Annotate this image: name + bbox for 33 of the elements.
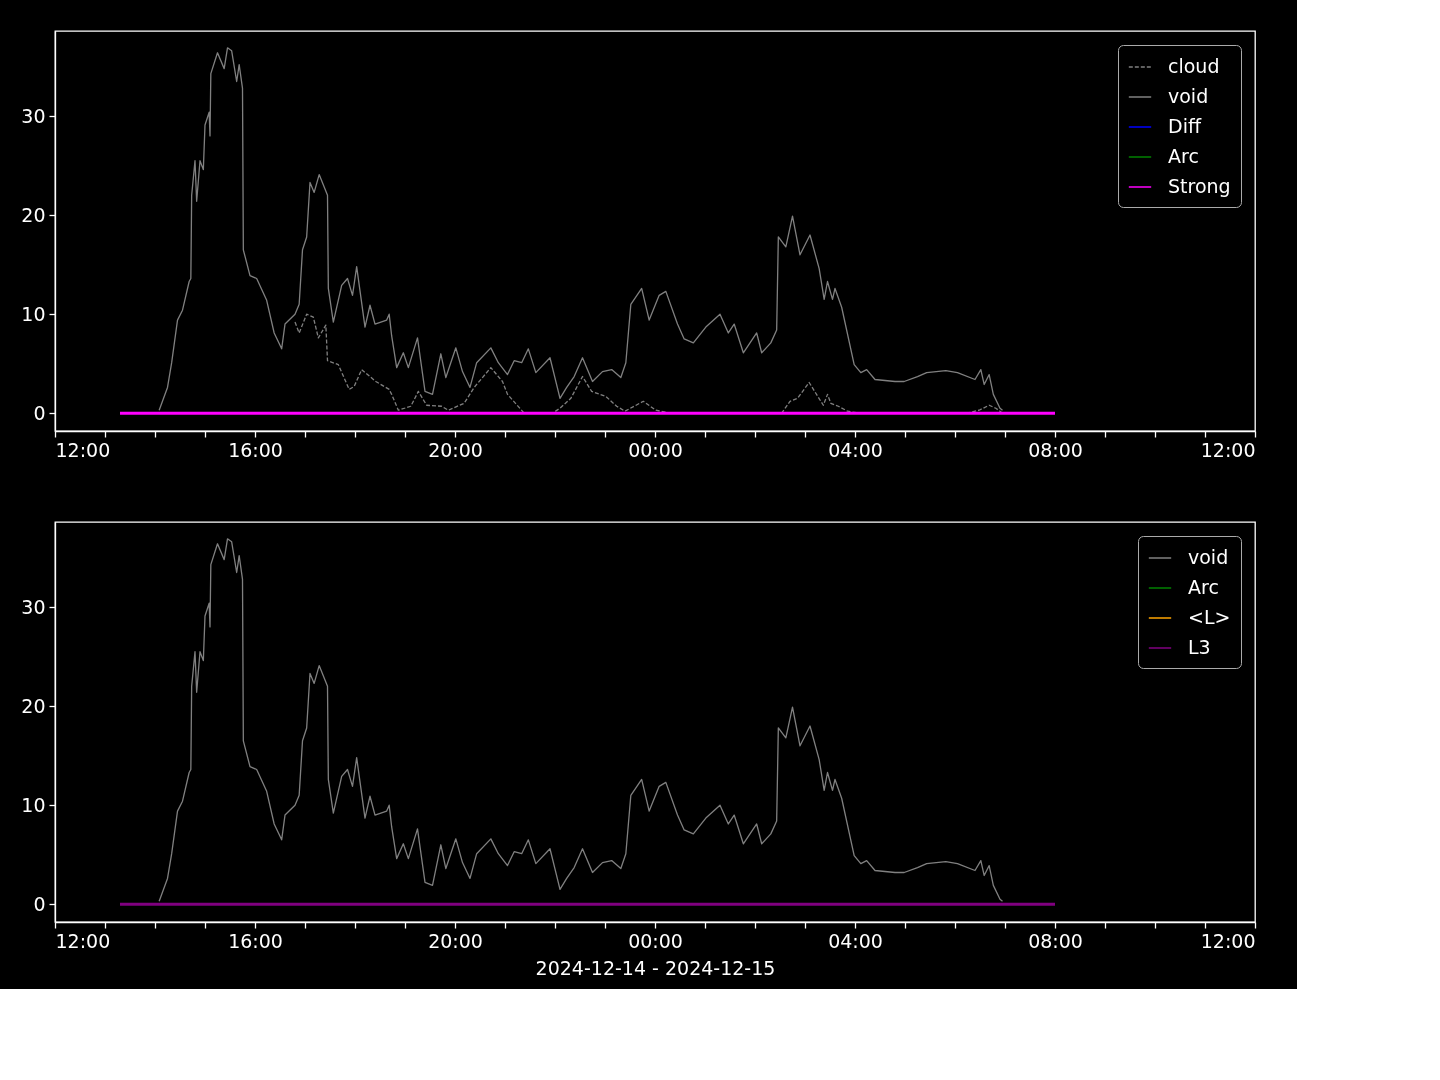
y-tick-label: 30 xyxy=(21,104,46,127)
legend-label: Diff xyxy=(1168,115,1202,137)
x-tick-label: 12:00 xyxy=(55,438,111,461)
legend-label: L3 xyxy=(1188,636,1211,658)
y-tick-label: 0 xyxy=(33,892,46,915)
x-tick-label: 12:00 xyxy=(1200,438,1256,461)
x-tick-label: 12:00 xyxy=(1200,929,1256,952)
y-tick-label: 20 xyxy=(21,203,46,226)
line-series xyxy=(158,538,1004,902)
y-tick-label: 20 xyxy=(21,694,46,717)
x-tick-label: 04:00 xyxy=(828,929,883,952)
x-tick-label: 00:00 xyxy=(628,438,683,461)
x-tick-label: 20:00 xyxy=(428,929,483,952)
y-tick-label: 10 xyxy=(21,793,46,816)
x-tick-label: 08:00 xyxy=(1028,438,1083,461)
y-tick-label: 0 xyxy=(33,401,46,424)
legend-label: Arc xyxy=(1188,576,1219,598)
legend-label: <L> xyxy=(1188,606,1231,628)
legend-label: Arc xyxy=(1168,145,1199,167)
x-tick-label: 16:00 xyxy=(228,438,283,461)
x-axis-title: 2024-12-14 - 2024-12-15 xyxy=(535,956,776,979)
x-tick-label: 20:00 xyxy=(428,438,483,461)
legend-label: void xyxy=(1188,546,1229,568)
x-tick-label: 12:00 xyxy=(55,929,111,952)
legend-label: cloud xyxy=(1168,55,1220,77)
x-tick-label: 16:00 xyxy=(228,929,283,952)
legend-label: void xyxy=(1168,85,1209,107)
x-tick-label: 00:00 xyxy=(628,929,683,952)
x-tick-label: 08:00 xyxy=(1028,929,1083,952)
x-tick-label: 04:00 xyxy=(828,438,883,461)
y-tick-label: 30 xyxy=(21,595,46,618)
y-tick-label: 10 xyxy=(21,302,46,325)
legend-label: Strong xyxy=(1168,175,1231,197)
